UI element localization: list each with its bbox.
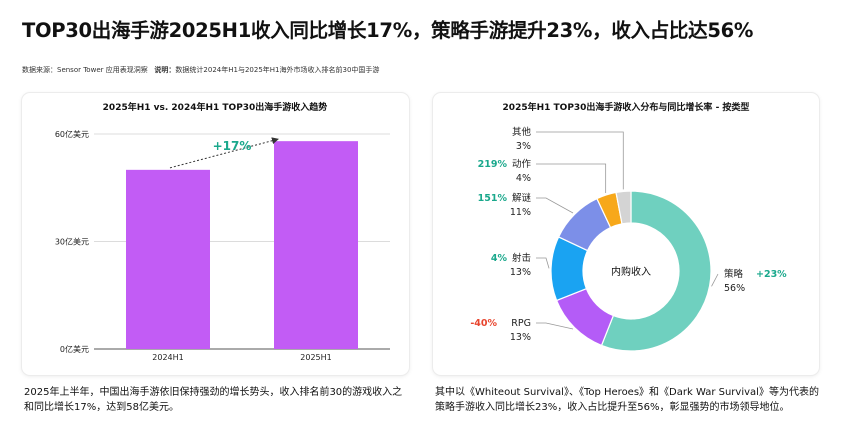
note-label: 说明： (154, 66, 176, 74)
note-text: 数据统计2024年H1与2025年H1海外市场收入排名前30中国手游 (175, 66, 380, 74)
donut-hole (583, 223, 679, 319)
slice-growth: +23% (756, 269, 787, 280)
leader-line (536, 197, 574, 214)
y-tick-label: 30亿美元 (55, 237, 89, 247)
slice-name: 其他 (512, 126, 532, 138)
slice-name: 策略 (724, 268, 744, 280)
slice-name: 解谜 (512, 192, 532, 204)
source-label: 数据来源：Sensor Tower 应用表现洞察 (22, 66, 148, 74)
slice-name: 射击 (512, 252, 531, 264)
leader-line (536, 257, 550, 269)
slice-growth: 151% (478, 193, 508, 204)
growth-arrow (169, 137, 279, 169)
y-tick-label: 0亿美元 (60, 344, 89, 354)
y-tick-label: 60亿美元 (55, 129, 89, 139)
bar (274, 141, 358, 349)
slice-growth: -40% (470, 318, 497, 329)
slice-name: RPG (511, 318, 531, 329)
bar-chart: 2025年H1 vs. 2024年H1 TOP30出海手游收入趋势 0亿美元 30亿… (55, 101, 390, 362)
leader-line (711, 273, 719, 287)
slice-share: 56% (724, 283, 745, 294)
slice-share: 3% (516, 141, 531, 152)
slice-share: 13% (510, 332, 531, 343)
summary-left: 2025年上半年，中国出海手游依旧保持强劲的增长势头，收入排名前30的游戏收入之… (24, 387, 403, 413)
slice-share: 4% (516, 173, 531, 184)
donut-center-label: 内购收入 (611, 265, 651, 278)
growth-annotation: +17% (213, 139, 252, 153)
summary-right: 其中以《Whiteout Survival》、《Top Heroes》和《Dar… (435, 387, 819, 413)
slice-name: 动作 (512, 158, 532, 170)
bar-chart-title: 2025年H1 vs. 2024年H1 TOP30出海手游收入趋势 (103, 101, 328, 113)
leader-line (536, 322, 574, 330)
leader-line (536, 163, 607, 194)
slice-share: 11% (510, 207, 531, 218)
leader-line (536, 131, 624, 190)
bar-chart-card: 2025年H1 vs. 2024年H1 TOP30出海手游收入趋势 0亿美元 30亿… (22, 93, 409, 375)
source-line: 数据来源：Sensor Tower 应用表现洞察 说明：数据统计2024年H1与… (22, 65, 379, 75)
slice-growth: 219% (478, 159, 508, 170)
donut-chart-title: 2025年H1 TOP30出海手游收入分布与同比增长率 - 按类型 (503, 101, 750, 113)
bar (126, 169, 210, 349)
donut-chart-card: 2025年H1 TOP30出海手游收入分布与同比增长率 - 按类型内购收入 策略 5… (433, 93, 819, 375)
x-tick-label: 2024H1 (152, 353, 183, 362)
x-tick-label: 2025H1 (300, 353, 331, 362)
slice-share: 13% (510, 267, 531, 278)
page-title: TOP30出海手游2025H1收入同比增长17%，策略手游提升23%，收入占比达… (22, 19, 754, 42)
slice-growth: 4% (491, 253, 508, 264)
